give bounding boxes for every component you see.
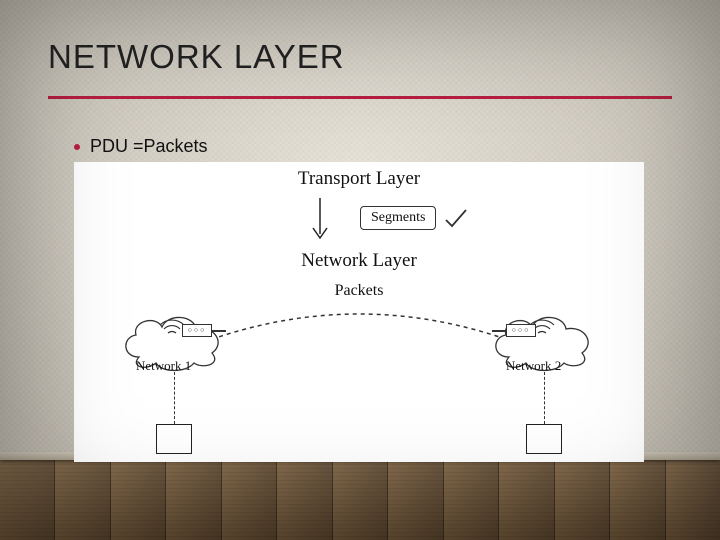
router-icon: ○○○: [506, 324, 536, 337]
checkmark-icon: [444, 208, 468, 230]
link-dash: [174, 372, 175, 424]
network-layer-label: Network Layer: [301, 250, 417, 272]
link-dash: [544, 372, 545, 424]
pc-icon: [526, 424, 562, 454]
pc-icon: [156, 424, 192, 454]
slide-title: NETWORK LAYER: [48, 38, 345, 76]
diagram-panel: Transport Layer Segments Network Layer P…: [74, 162, 644, 462]
router-connector: [212, 330, 226, 332]
background-floor: [0, 460, 720, 540]
title-underline: [48, 96, 672, 99]
bullet-dot-icon: [74, 144, 80, 150]
down-arrow-icon: [310, 196, 330, 242]
bullet-item: PDU =Packets: [74, 136, 208, 157]
router-connector: [492, 330, 506, 332]
transport-layer-label: Transport Layer: [298, 168, 420, 190]
network-2-label: Network 2: [506, 358, 561, 374]
router-icon: ○○○: [182, 324, 212, 337]
network-1-label: Network 1: [136, 358, 191, 374]
segments-box: Segments: [360, 206, 436, 230]
bullet-text: PDU =Packets: [90, 136, 208, 157]
